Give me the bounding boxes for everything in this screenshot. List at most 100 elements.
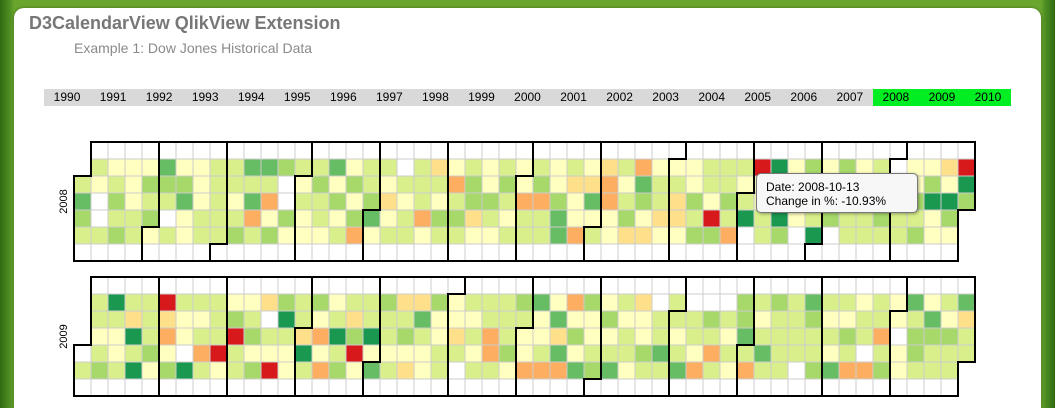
day-cell[interactable]: [277, 378, 296, 397]
day-cell[interactable]: [651, 344, 670, 363]
day-cell[interactable]: [617, 175, 636, 194]
day-cell[interactable]: [311, 310, 330, 329]
day-cell[interactable]: [294, 175, 313, 194]
day-cell[interactable]: [617, 310, 636, 329]
year-tab-1999[interactable]: 1999: [468, 90, 495, 104]
day-cell[interactable]: [838, 243, 857, 262]
day-cell[interactable]: [583, 243, 602, 262]
day-cell[interactable]: [277, 243, 296, 262]
day-cell[interactable]: [770, 243, 789, 262]
day-cell[interactable]: [413, 344, 432, 363]
day-cell[interactable]: [294, 141, 313, 160]
day-cell[interactable]: [770, 276, 789, 295]
day-cell[interactable]: [345, 209, 364, 228]
day-cell[interactable]: [90, 276, 109, 295]
day-cell[interactable]: [413, 141, 432, 160]
day-cell[interactable]: [175, 192, 194, 211]
day-cell[interactable]: [668, 344, 687, 363]
day-cell[interactable]: [90, 158, 109, 177]
day-cell[interactable]: [600, 344, 619, 363]
day-cell[interactable]: [498, 327, 517, 346]
day-cell[interactable]: [175, 226, 194, 245]
day-cell[interactable]: [532, 276, 551, 295]
day-cell[interactable]: [396, 141, 415, 160]
day-cell[interactable]: [328, 310, 347, 329]
day-cell[interactable]: [668, 378, 687, 397]
day-cell[interactable]: [940, 209, 959, 228]
day-cell[interactable]: [243, 293, 262, 312]
day-cell[interactable]: [583, 293, 602, 312]
day-cell[interactable]: [549, 192, 568, 211]
day-cell[interactable]: [685, 310, 704, 329]
day-cell[interactable]: [141, 310, 160, 329]
day-cell[interactable]: [889, 344, 908, 363]
day-cell[interactable]: [634, 276, 653, 295]
day-cell[interactable]: [90, 243, 109, 262]
day-cell[interactable]: [481, 310, 500, 329]
day-cell[interactable]: [923, 209, 942, 228]
day-cell[interactable]: [379, 344, 398, 363]
day-cell[interactable]: [328, 209, 347, 228]
day-cell[interactable]: [617, 293, 636, 312]
day-cell[interactable]: [345, 243, 364, 262]
day-cell[interactable]: [226, 243, 245, 262]
day-cell[interactable]: [243, 158, 262, 177]
day-cell[interactable]: [481, 327, 500, 346]
year-tab-2001[interactable]: 2001: [560, 90, 587, 104]
day-cell[interactable]: [175, 175, 194, 194]
day-cell[interactable]: [549, 158, 568, 177]
day-cell[interactable]: [362, 344, 381, 363]
day-cell[interactable]: [634, 158, 653, 177]
day-cell[interactable]: [481, 344, 500, 363]
day-cell[interactable]: [600, 243, 619, 262]
day-cell[interactable]: [583, 276, 602, 295]
day-cell[interactable]: [294, 192, 313, 211]
day-cell[interactable]: [804, 243, 823, 262]
year-tab-2006[interactable]: 2006: [790, 90, 818, 104]
day-cell[interactable]: [447, 310, 466, 329]
day-cell[interactable]: [226, 378, 245, 397]
day-cell[interactable]: [532, 310, 551, 329]
day-cell[interactable]: [311, 226, 330, 245]
day-cell[interactable]: [158, 344, 177, 363]
day-cell[interactable]: [498, 158, 517, 177]
day-cell[interactable]: [583, 361, 602, 380]
day-cell[interactable]: [464, 293, 483, 312]
day-cell[interactable]: [804, 141, 823, 160]
day-cell[interactable]: [498, 293, 517, 312]
day-cell[interactable]: [243, 344, 262, 363]
day-cell[interactable]: [736, 361, 755, 380]
year-tab-1996[interactable]: 1996: [329, 90, 357, 104]
day-cell[interactable]: [379, 141, 398, 160]
day-cell[interactable]: [821, 310, 840, 329]
day-cell[interactable]: [855, 327, 874, 346]
day-cell[interactable]: [736, 293, 755, 312]
day-cell[interactable]: [634, 361, 653, 380]
day-cell[interactable]: [889, 310, 908, 329]
day-cell[interactable]: [685, 378, 704, 397]
day-cell[interactable]: [634, 226, 653, 245]
day-cell[interactable]: [90, 175, 109, 194]
day-cell[interactable]: [107, 243, 126, 262]
day-cell[interactable]: [209, 344, 228, 363]
day-cell[interactable]: [872, 344, 891, 363]
day-cell[interactable]: [175, 243, 194, 262]
day-cell[interactable]: [277, 158, 296, 177]
day-cell[interactable]: [532, 327, 551, 346]
day-cell[interactable]: [702, 192, 721, 211]
day-cell[interactable]: [328, 141, 347, 160]
day-cell[interactable]: [702, 226, 721, 245]
day-cell[interactable]: [243, 361, 262, 380]
year-tab-2008[interactable]: 2008: [872, 89, 919, 106]
day-cell[interactable]: [566, 378, 585, 397]
day-cell[interactable]: [243, 327, 262, 346]
day-cell[interactable]: [107, 141, 126, 160]
day-cell[interactable]: [923, 310, 942, 329]
day-cell[interactable]: [906, 361, 925, 380]
day-cell[interactable]: [90, 310, 109, 329]
day-cell[interactable]: [226, 226, 245, 245]
day-cell[interactable]: [209, 175, 228, 194]
day-cell[interactable]: [719, 378, 738, 397]
day-cell[interactable]: [753, 141, 772, 160]
day-cell[interactable]: [73, 378, 92, 397]
